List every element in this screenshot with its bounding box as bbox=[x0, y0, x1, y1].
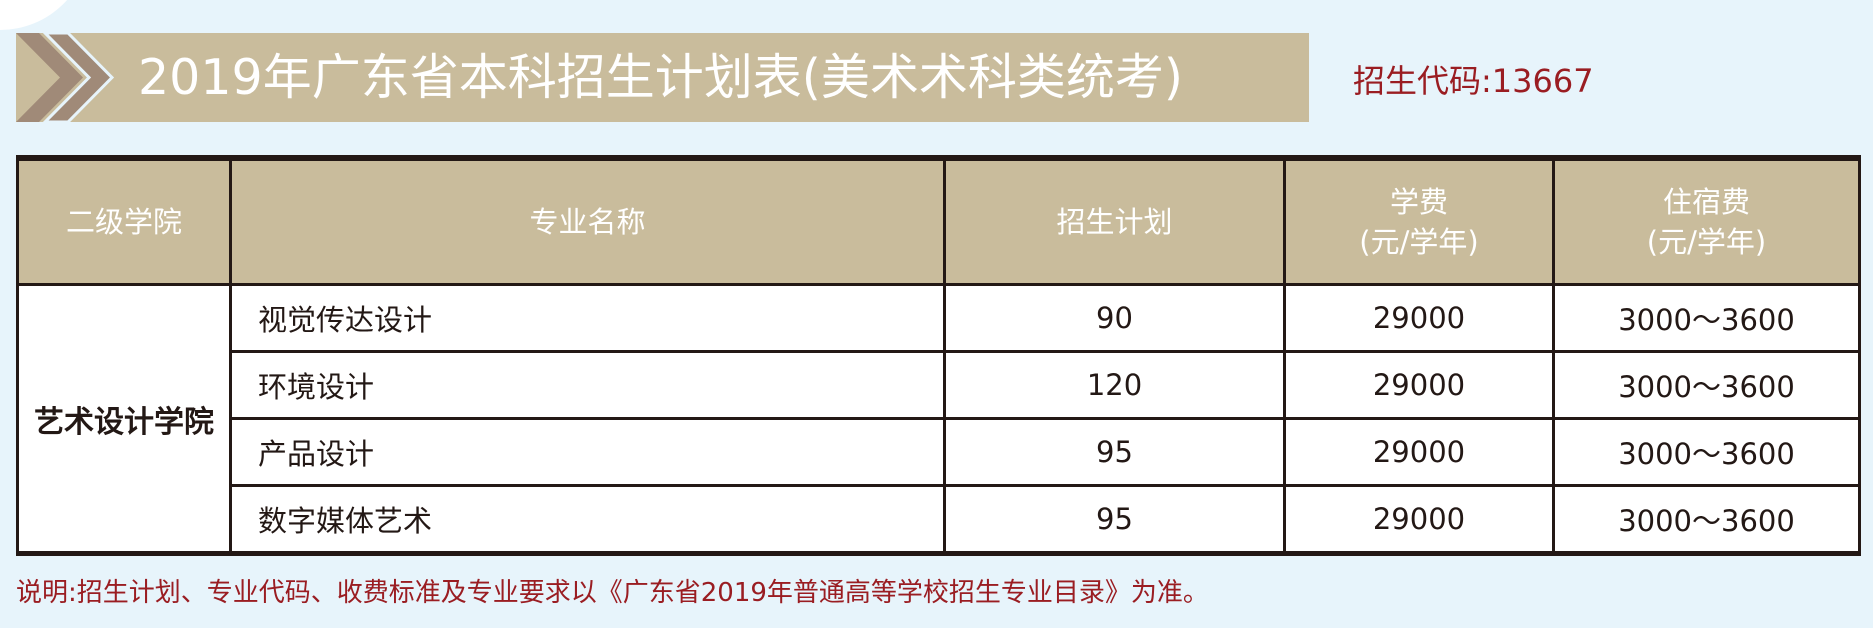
dorm-cell: 3000～3600 bbox=[1552, 484, 1861, 555]
major-cell: 产品设计 bbox=[229, 417, 946, 487]
table-row: 环境设计 120 29000 3000～3600 bbox=[18, 350, 1861, 420]
enrollment-code: 招生代码:13667 bbox=[1353, 62, 1594, 100]
dorm-cell: 3000～3600 bbox=[1552, 417, 1861, 487]
major-cell: 视觉传达设计 bbox=[229, 283, 946, 353]
title-banner bbox=[16, 33, 1309, 122]
tuition-cell: 29000 bbox=[1283, 417, 1555, 487]
table-row: 艺术设计学院 视觉传达设计 90 29000 3000～3600 bbox=[16, 283, 1861, 555]
col-tuition: 学费 (元/学年) bbox=[1283, 156, 1555, 286]
col-tuition-label: 学费 bbox=[1389, 185, 1448, 219]
table-header-row: 二级学院 专业名称 招生计划 学费 (元/学年) 住宿费 (元/学年) bbox=[16, 156, 1861, 286]
major-cell: 环境设计 bbox=[229, 350, 946, 420]
plan-cell: 90 bbox=[943, 283, 1286, 353]
footnote: 说明:招生计划、专业代码、收费标准及专业要求以《广东省2019年普通高等学校招生… bbox=[16, 578, 1209, 608]
decorative-cloud bbox=[0, 0, 90, 30]
table-row: 数字媒体艺术 95 29000 3000～3600 bbox=[18, 484, 1861, 555]
plan-cell: 95 bbox=[943, 417, 1286, 487]
page-title: 2019年广东省本科招生计划表(美术术科类统考) bbox=[138, 49, 1183, 106]
plan-cell: 120 bbox=[943, 350, 1286, 420]
tuition-cell: 29000 bbox=[1283, 350, 1555, 420]
col-plan: 招生计划 bbox=[943, 156, 1286, 286]
col-dorm: 住宿费 (元/学年) bbox=[1552, 156, 1861, 286]
major-cell: 数字媒体艺术 bbox=[229, 484, 946, 555]
tuition-cell: 29000 bbox=[1283, 484, 1555, 555]
table-row: 产品设计 95 29000 3000～3600 bbox=[18, 417, 1861, 487]
tuition-cell: 29000 bbox=[1283, 283, 1555, 353]
plan-cell: 95 bbox=[943, 484, 1286, 555]
dorm-cell: 3000～3600 bbox=[1552, 350, 1861, 420]
col-dorm-label: 住宿费 bbox=[1662, 185, 1750, 219]
double-chevron-right-icon bbox=[16, 33, 115, 122]
enrollment-plan-table: 二级学院 专业名称 招生计划 学费 (元/学年) 住宿费 (元/学年) 艺术设计学院… bbox=[16, 155, 1861, 556]
col-major: 专业名称 bbox=[229, 156, 946, 286]
col-college: 二级学院 bbox=[16, 156, 232, 286]
col-tuition-unit: (元/学年) bbox=[1359, 225, 1479, 259]
college-cell: 艺术设计学院 bbox=[16, 283, 232, 555]
dorm-cell: 3000～3600 bbox=[1552, 283, 1861, 353]
col-dorm-unit: (元/学年) bbox=[1646, 225, 1767, 259]
